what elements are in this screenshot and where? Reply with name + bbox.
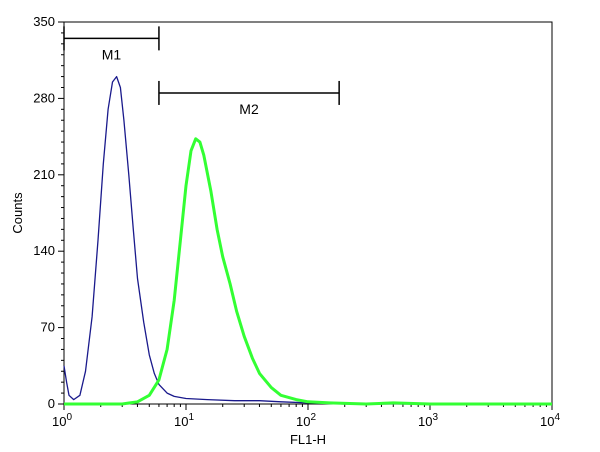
x-tick-label: 101 <box>174 412 194 429</box>
y-axis-title: Counts <box>10 192 25 234</box>
marker-label: M1 <box>102 46 122 62</box>
x-tick-label: 104 <box>540 412 560 429</box>
x-tick-base: 10 <box>52 414 66 429</box>
x-tick-exponent: 2 <box>310 412 316 423</box>
x-axis-title: FL1-H <box>290 432 326 447</box>
x-tick-base: 10 <box>418 414 432 429</box>
series-line-stained <box>64 137 552 406</box>
histogram-series <box>63 75 552 406</box>
x-tick-label: 103 <box>418 412 438 429</box>
x-tick-exponent: 1 <box>188 412 194 423</box>
marker-gates: M1 M2 <box>63 26 340 117</box>
x-tick-base: 10 <box>540 414 554 429</box>
y-tick-label: 0 <box>48 396 55 411</box>
x-tick-base: 10 <box>296 414 310 429</box>
y-tick-label: 140 <box>33 243 55 258</box>
x-tick-exponent: 4 <box>554 412 560 423</box>
x-tick-label: 102 <box>296 412 316 429</box>
marker-label: M2 <box>239 101 259 117</box>
series-line-control <box>63 75 552 405</box>
plot-area <box>63 21 553 405</box>
x-tick-label: 100 <box>52 412 72 429</box>
x-tick-base: 10 <box>174 414 188 429</box>
y-tick-label: 350 <box>33 14 55 29</box>
x-tick-exponent: 3 <box>432 412 438 423</box>
x-axis: 100 101 102 103 104 <box>52 404 560 429</box>
y-tick-label: 280 <box>33 90 55 105</box>
x-tick-exponent: 0 <box>66 412 72 423</box>
y-tick-label: 210 <box>33 167 55 182</box>
y-tick-label: 70 <box>41 320 55 335</box>
y-axis: 0 70 140 210 280 350 <box>33 14 64 411</box>
